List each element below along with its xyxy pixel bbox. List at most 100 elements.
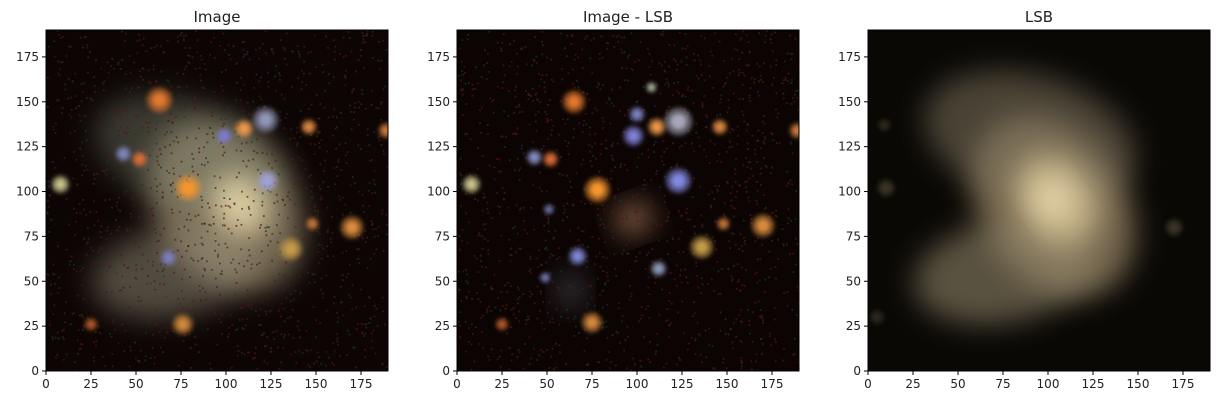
source	[1168, 222, 1180, 233]
y-tick-label: 0	[442, 364, 450, 378]
diffuse-emission	[615, 203, 652, 234]
y-tick-label: 175	[16, 50, 39, 64]
x-tick-label: 25	[494, 377, 509, 391]
source	[627, 130, 640, 142]
panel-image: Image 0 25 50 75 100 125 150 175 0 25 50 75 100 125 15…	[16, 8, 389, 391]
y-tick-label: 100	[838, 185, 861, 199]
y-tick-label: 125	[16, 140, 39, 154]
x-tick-label: 50	[539, 377, 554, 391]
y-tick-label: 50	[435, 274, 450, 288]
y-tick-label: 100	[427, 185, 450, 199]
y-tick-label: 150	[838, 95, 861, 109]
source	[119, 149, 128, 159]
y-tick-label: 150	[16, 95, 39, 109]
y-tick-label: 75	[435, 229, 450, 243]
source	[572, 251, 583, 262]
source	[542, 274, 549, 281]
panel-lsb: LSB 0 25 50 75 100 125 150 175 0 25 50 75 100 125 150 1…	[838, 8, 1211, 391]
panel-title: LSB	[1025, 8, 1053, 26]
y-tick-label: 50	[846, 274, 861, 288]
image-area	[46, 30, 388, 371]
source	[530, 153, 539, 162]
x-tick-label: 0	[864, 377, 872, 391]
y-tick-label: 25	[435, 319, 450, 333]
x-tick-label: 75	[995, 377, 1010, 391]
source	[586, 316, 598, 329]
y-tick-label: 0	[31, 364, 39, 378]
source	[164, 253, 173, 263]
source	[880, 182, 892, 193]
y-tick-label: 0	[853, 364, 861, 378]
source	[671, 173, 686, 188]
source	[590, 182, 605, 197]
image-area	[457, 30, 799, 371]
source	[219, 131, 229, 141]
source	[654, 264, 663, 274]
x-tick-label: 50	[950, 377, 965, 391]
source	[715, 122, 725, 132]
axes-frame	[456, 29, 800, 372]
y-tick-label: 75	[846, 229, 861, 243]
y-tick-label: 75	[24, 229, 39, 243]
y-tick-label: 100	[16, 185, 39, 199]
diffuse-emission	[1034, 180, 1073, 221]
y-tick-label: 25	[24, 319, 39, 333]
x-tick-label: 125	[260, 377, 283, 391]
source	[872, 312, 882, 322]
x-tick-label: 125	[671, 377, 694, 391]
x-tick-label: 50	[128, 377, 143, 391]
x-tick-label: 25	[905, 377, 920, 391]
axes-frame	[45, 29, 389, 372]
source	[87, 320, 95, 328]
source	[546, 154, 555, 164]
source	[55, 179, 66, 190]
panel-title: Image	[194, 8, 241, 26]
source	[238, 123, 250, 134]
x-tick-label: 175	[761, 377, 784, 391]
source	[304, 122, 314, 132]
y-tick-label: 50	[24, 274, 39, 288]
x-tick-label: 100	[626, 377, 649, 391]
y-tick-label: 25	[846, 319, 861, 333]
y-tick-label: 175	[838, 50, 861, 64]
source	[648, 84, 655, 91]
source	[381, 126, 388, 135]
source	[567, 95, 581, 109]
source	[498, 320, 506, 328]
x-tick-label: 175	[350, 377, 373, 391]
source	[177, 318, 189, 331]
source	[651, 121, 662, 132]
source	[284, 242, 298, 256]
y-tick-label: 125	[427, 140, 450, 154]
source	[545, 206, 552, 213]
x-tick-label: 150	[305, 377, 328, 391]
source	[152, 92, 167, 108]
source	[261, 174, 274, 187]
source	[880, 121, 888, 129]
y-tick-label: 150	[427, 95, 450, 109]
x-tick-label: 75	[173, 377, 188, 391]
source	[466, 179, 477, 190]
x-tick-label: 25	[83, 377, 98, 391]
diffuse-emission	[557, 274, 584, 307]
x-tick-label: 150	[716, 377, 739, 391]
source	[258, 112, 273, 127]
diffuse-emission	[913, 220, 1093, 325]
x-tick-label: 175	[1172, 377, 1195, 391]
diffuse-emission	[91, 225, 253, 319]
y-tick-label: 175	[427, 50, 450, 64]
x-tick-label: 100	[1037, 377, 1060, 391]
pixel-noise	[46, 30, 388, 371]
x-tick-label: 75	[584, 377, 599, 391]
x-tick-label: 125	[1082, 377, 1105, 391]
x-tick-label: 150	[1127, 377, 1150, 391]
source	[719, 220, 728, 228]
source	[308, 220, 316, 228]
x-tick-label: 0	[453, 377, 461, 391]
x-tick-label: 100	[215, 377, 238, 391]
source	[181, 180, 196, 196]
axes-frame	[867, 29, 1211, 372]
pixel-noise	[457, 30, 799, 371]
source	[135, 154, 144, 164]
